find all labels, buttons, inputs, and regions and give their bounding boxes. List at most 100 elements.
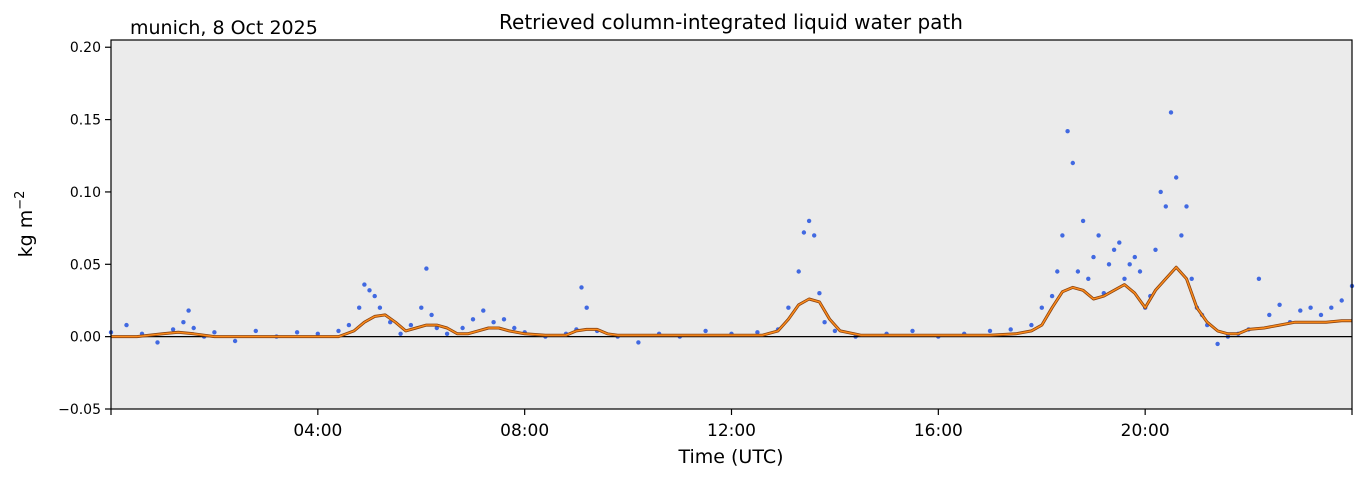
scatter-point	[636, 340, 641, 345]
scatter-point	[170, 327, 176, 332]
scatter-point	[212, 330, 217, 335]
scatter-point	[444, 331, 450, 336]
scatter-point	[703, 328, 708, 334]
scatter-point	[1060, 233, 1065, 238]
scatter-point	[579, 285, 584, 290]
scatter-point	[1039, 305, 1045, 310]
scatter-point	[1179, 233, 1184, 238]
scatter-point	[429, 312, 434, 318]
scatter-point	[1215, 341, 1220, 347]
scatter-point	[155, 340, 160, 345]
scatter-point	[1174, 175, 1179, 180]
scatter-point	[232, 338, 238, 344]
scatter-point	[1008, 327, 1013, 332]
scatter-point	[1298, 308, 1303, 313]
x-tick-label: 16:00	[914, 421, 963, 441]
scatter-point	[786, 305, 791, 310]
scatter-point	[1070, 160, 1076, 166]
scatter-point	[481, 308, 486, 313]
smoothed-series	[111, 265, 1352, 339]
scatter-point	[1153, 247, 1158, 252]
scatter-point	[408, 322, 414, 328]
scatter-point	[1329, 305, 1334, 310]
scatter-point	[1277, 302, 1282, 307]
x-tick-label: 04:00	[293, 421, 342, 441]
scatter-point	[294, 330, 300, 335]
y-axis-label-exponent: −2	[13, 191, 28, 210]
scatter-point	[1117, 240, 1122, 245]
scatter-point	[512, 325, 517, 331]
scatter-point	[812, 233, 817, 238]
scatter-point	[491, 320, 496, 325]
scatter-point	[1308, 305, 1313, 310]
y-axis-label-base: kg m	[15, 210, 37, 258]
y-tick-label: 0.10	[70, 185, 101, 201]
y-axis-ticks: −0.05 0.00 0.05 0.10 0.15 0.20	[58, 40, 111, 418]
scatter-point	[1158, 189, 1163, 195]
x-tick-label: 08:00	[500, 421, 549, 441]
scatter-point	[1318, 312, 1324, 318]
scatter-point	[1189, 276, 1194, 281]
x-axis-label: Time (UTC)	[677, 446, 783, 468]
scatter-point	[584, 305, 589, 310]
scatter-point	[1086, 276, 1091, 281]
scatter-point	[822, 320, 827, 325]
scatter-point	[398, 331, 403, 336]
scatter-point	[801, 230, 807, 235]
scatter-point	[186, 308, 191, 313]
scatter-point	[755, 330, 760, 335]
scatter-point	[372, 293, 377, 299]
x-tick-label: 20:00	[1121, 421, 1170, 441]
x-tick-label: 12:00	[707, 421, 756, 441]
scatter-point	[987, 328, 993, 334]
scatter-point	[1029, 322, 1034, 328]
x-axis-ticks: 04:00 08:00 12:00 16:00 20:00	[110, 409, 1353, 441]
scatter-point	[336, 328, 341, 334]
scatter-point	[346, 322, 352, 328]
scatter-point	[424, 266, 429, 271]
chart-title: Retrieved column-integrated liquid water…	[499, 10, 963, 34]
scatter-point	[377, 305, 383, 310]
y-tick-label: −0.05	[58, 402, 101, 418]
scatter-point	[910, 328, 915, 334]
y-tick-label: 0.00	[70, 330, 101, 346]
scatter-point	[1106, 262, 1112, 267]
smoothed-line	[111, 266, 1352, 338]
scatter-point	[501, 317, 507, 322]
scatter-point	[1267, 312, 1272, 318]
scatter-point	[357, 305, 362, 310]
scatter-point	[1111, 247, 1117, 252]
scatter-point	[817, 291, 822, 296]
scatter-point	[460, 325, 465, 331]
scatter-point	[1127, 262, 1132, 267]
scatter-point	[362, 282, 367, 287]
scatter-point	[419, 305, 424, 310]
scatter-point	[181, 320, 186, 325]
scatter-point	[124, 322, 129, 328]
scatter-point	[1091, 254, 1096, 260]
y-tick-label: 0.15	[70, 113, 101, 129]
scatter-point	[1168, 110, 1174, 115]
chart-subtitle: munich, 8 Oct 2025	[130, 17, 318, 39]
scatter-point	[1049, 293, 1055, 299]
scatter-point	[315, 331, 320, 336]
scatter-point	[1163, 204, 1169, 209]
scatter-point	[1132, 254, 1138, 260]
scatter-point	[253, 328, 258, 334]
scatter-point	[832, 328, 838, 334]
scatter-point	[1122, 276, 1127, 281]
scatter-point	[1339, 298, 1344, 303]
scatter-point	[191, 325, 196, 331]
scatter-point	[1065, 129, 1070, 134]
scatter-point	[1137, 269, 1143, 274]
scatter-point	[1096, 233, 1101, 238]
scatter-point	[796, 269, 801, 274]
scatter-point	[1184, 204, 1189, 209]
scatter-point	[470, 317, 476, 322]
y-tick-label: 0.05	[70, 257, 101, 273]
scatter-point	[1075, 269, 1081, 274]
plot-area-background	[111, 40, 1352, 409]
y-axis-label: kg m−2	[13, 191, 37, 258]
scatter-point	[367, 288, 372, 293]
